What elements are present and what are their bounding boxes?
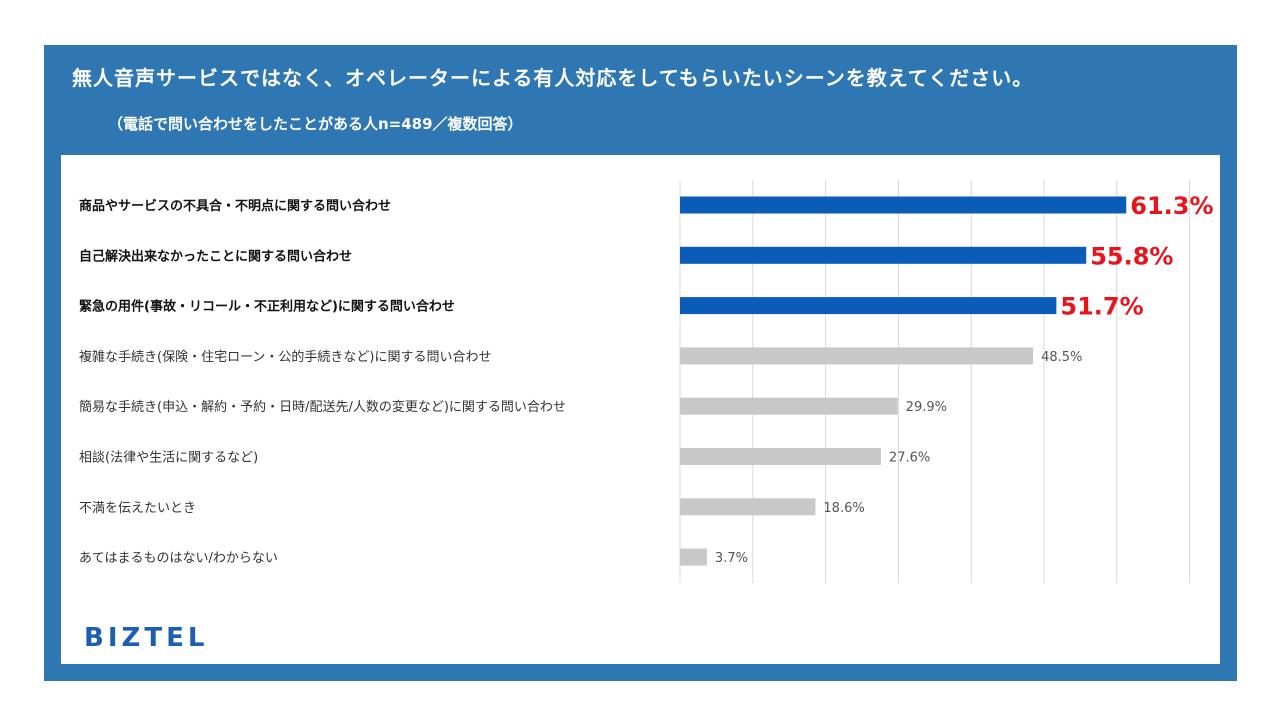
bar: [680, 246, 1087, 264]
value-label: 3.7%: [715, 551, 748, 566]
bar-chart: 商品やサービスの不具合・不明点に関する問い合わせ 61.3% 自己解決出来なかったこ…: [79, 180, 1214, 583]
bar: [680, 196, 1127, 214]
bar: [680, 347, 1034, 365]
chart-subtitle: （電話で問い合わせをしたことがある人n=489／複数回答）: [108, 115, 523, 133]
bar: [680, 498, 816, 516]
category-label: 商品やサービスの不具合・不明点に関する問い合わせ: [79, 198, 391, 214]
value-label: 18.6%: [823, 501, 864, 516]
value-label: 27.6%: [889, 451, 930, 466]
value-label: 29.9%: [906, 400, 947, 415]
category-label: 相談(法律や生活に関するなど): [79, 450, 258, 466]
chart-title: 無人音声サービスではなく、オペレーターによる有人対応をしてもらいたいシーンを教え…: [72, 66, 1034, 90]
category-label: 複雑な手続き(保険・住宅ローン・公的手続きなど)に関する問い合わせ: [79, 349, 492, 365]
value-label: 55.8%: [1090, 242, 1173, 270]
category-label: 不満を伝えたいとき: [79, 501, 196, 516]
category-label: 緊急の用件(事故・リコール・不正利用など)に関する問い合わせ: [79, 299, 455, 315]
bar: [680, 397, 898, 415]
category-label: あてはまるものはない/わからない: [79, 551, 278, 566]
chart-panel: 商品やサービスの不具合・不明点に関する問い合わせ 61.3% 自己解決出来なかったこ…: [61, 155, 1220, 664]
value-label: 51.7%: [1060, 293, 1143, 321]
value-label: 48.5%: [1041, 350, 1082, 365]
brand-logo: BIZTEL: [84, 623, 209, 653]
category-label: 簡易な手続き(申込・解約・予約・日時/配送先/人数の変更など)に関する問い合わせ: [79, 399, 566, 415]
bar: [680, 548, 707, 566]
bar: [680, 297, 1057, 315]
value-label: 61.3%: [1130, 192, 1213, 220]
bar: [680, 448, 881, 465]
category-label: 自己解決出来なかったことに関する問い合わせ: [79, 248, 352, 264]
